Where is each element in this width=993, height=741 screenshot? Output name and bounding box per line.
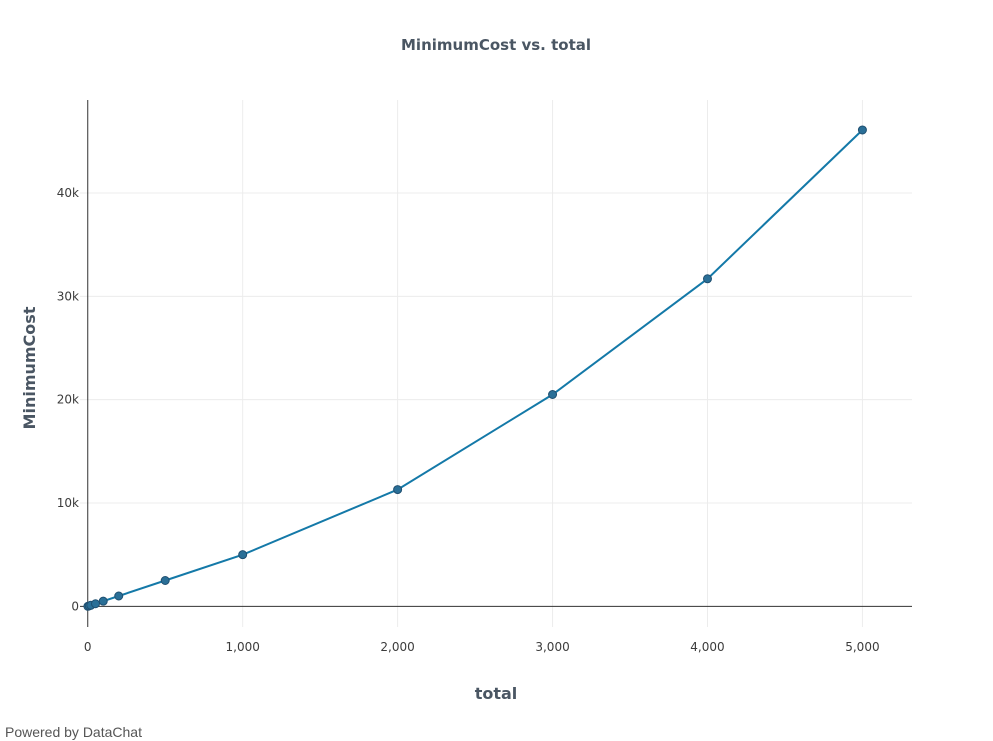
powered-by-footer: Powered by DataChat — [5, 724, 142, 740]
y-tick-label: 40k — [57, 186, 79, 200]
x-axis-title: total — [475, 684, 518, 703]
chart-title: MinimumCost vs. total — [401, 36, 591, 54]
y-tick-label: 30k — [57, 289, 79, 303]
x-tick-label: 4,000 — [690, 640, 724, 654]
axes — [80, 100, 912, 627]
series-line — [87, 129, 864, 608]
grid — [80, 100, 912, 627]
x-tick-label: 1,000 — [226, 640, 260, 654]
y-tick-label: 10k — [57, 496, 79, 510]
x-tick-label: 5,000 — [845, 640, 879, 654]
x-tick-label: 3,000 — [535, 640, 569, 654]
series — [87, 129, 864, 608]
data-point[interactable] — [857, 125, 867, 135]
x-tick-label: 0 — [84, 640, 92, 654]
data-point[interactable] — [548, 390, 558, 399]
data-point[interactable] — [160, 576, 170, 585]
data-point[interactable] — [238, 550, 248, 560]
y-tick-label: 0 — [71, 599, 79, 613]
data-points — [83, 125, 867, 611]
data-point[interactable] — [90, 599, 100, 609]
data-point[interactable] — [393, 485, 403, 495]
y-tick-label: 20k — [57, 393, 79, 407]
data-point[interactable] — [702, 274, 712, 284]
data-point[interactable] — [98, 596, 108, 606]
tick-labels: 0 1,000 2,000 3,000 4,000 5,000 0 10k 20k 30k 40k — [57, 186, 880, 654]
data-point[interactable] — [114, 591, 124, 601]
y-axis-title: MinimumCost — [20, 306, 39, 429]
x-tick-label: 2,000 — [380, 640, 414, 654]
